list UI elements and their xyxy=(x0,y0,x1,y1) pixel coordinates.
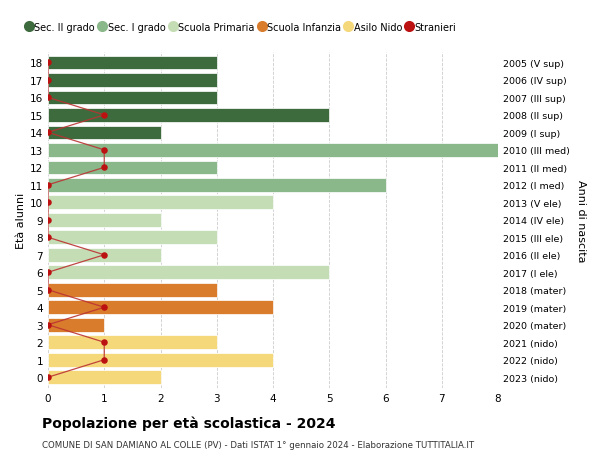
Point xyxy=(43,77,53,84)
Point xyxy=(43,217,53,224)
Point xyxy=(100,164,109,172)
Bar xyxy=(48,91,217,105)
Point xyxy=(100,339,109,346)
Text: Popolazione per età scolastica - 2024: Popolazione per età scolastica - 2024 xyxy=(42,415,335,430)
Bar xyxy=(48,74,217,88)
Bar xyxy=(48,301,273,314)
Point xyxy=(43,199,53,207)
Point xyxy=(100,356,109,364)
Point xyxy=(43,182,53,189)
Bar xyxy=(48,266,329,280)
Point xyxy=(100,112,109,119)
Point xyxy=(43,129,53,137)
Bar xyxy=(48,109,329,123)
Legend: Sec. II grado, Sec. I grado, Scuola Primaria, Scuola Infanzia, Asilo Nido, Stran: Sec. II grado, Sec. I grado, Scuola Prim… xyxy=(23,19,460,37)
Bar xyxy=(48,161,217,175)
Y-axis label: Età alunni: Età alunni xyxy=(16,192,26,248)
Y-axis label: Anni di nascita: Anni di nascita xyxy=(577,179,586,262)
Bar xyxy=(48,318,104,332)
Bar xyxy=(48,179,386,192)
Point xyxy=(100,147,109,154)
Bar xyxy=(48,231,217,245)
Point xyxy=(43,269,53,276)
Bar xyxy=(48,56,217,70)
Bar xyxy=(48,126,161,140)
Point xyxy=(100,304,109,311)
Point xyxy=(43,321,53,329)
Bar xyxy=(48,144,498,157)
Point xyxy=(43,374,53,381)
Bar xyxy=(48,248,161,262)
Point xyxy=(43,286,53,294)
Bar xyxy=(48,336,217,349)
Text: COMUNE DI SAN DAMIANO AL COLLE (PV) - Dati ISTAT 1° gennaio 2024 - Elaborazione : COMUNE DI SAN DAMIANO AL COLLE (PV) - Da… xyxy=(42,440,474,449)
Bar xyxy=(48,283,217,297)
Bar xyxy=(48,370,161,384)
Bar xyxy=(48,213,161,227)
Point xyxy=(43,234,53,241)
Point xyxy=(100,252,109,259)
Point xyxy=(43,60,53,67)
Bar xyxy=(48,196,273,210)
Point xyxy=(43,95,53,102)
Bar xyxy=(48,353,273,367)
